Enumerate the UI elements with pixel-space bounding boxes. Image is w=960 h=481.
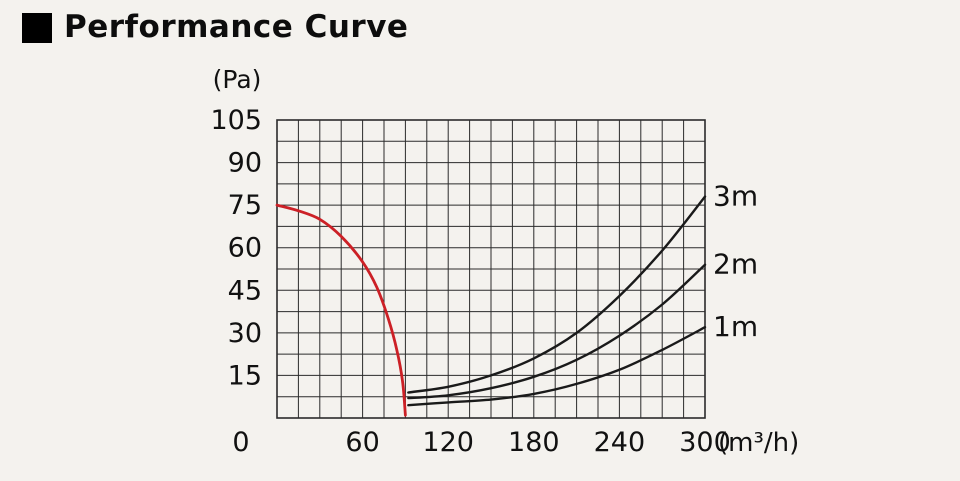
title-square-icon <box>22 12 52 43</box>
plot-border <box>276 119 706 419</box>
y-tick-label: 75 <box>228 190 262 221</box>
y-tick-label: 45 <box>228 275 262 306</box>
x-tick-label: 300 <box>679 427 731 458</box>
curve-3m <box>407 195 707 394</box>
series-label-2m: 2m <box>713 248 758 281</box>
y-tick-label: 15 <box>228 360 262 391</box>
x-tick-label: 240 <box>594 427 646 458</box>
x-tick-label: 0 <box>232 427 249 458</box>
y-axis-unit-label: (Pa) <box>213 65 262 94</box>
y-tick-label: 30 <box>228 318 262 349</box>
curve-2m <box>407 263 707 400</box>
page-title: Performance Curve <box>64 9 409 45</box>
y-tick-label: 105 <box>210 105 262 136</box>
header: Performance Curve <box>22 12 408 43</box>
x-tick-label: 60 <box>345 427 379 458</box>
x-tick-label: 180 <box>508 427 560 458</box>
curve-1m <box>407 326 707 407</box>
y-tick-label: 90 <box>228 148 262 179</box>
curve-pressure-curve <box>275 203 407 417</box>
x-axis-unit-label: (m³/h) <box>718 428 799 458</box>
series-label-3m: 3m <box>713 180 758 213</box>
series-label-1m: 1m <box>713 310 758 343</box>
y-tick-label: 60 <box>228 233 262 264</box>
x-tick-label: 120 <box>422 427 474 458</box>
